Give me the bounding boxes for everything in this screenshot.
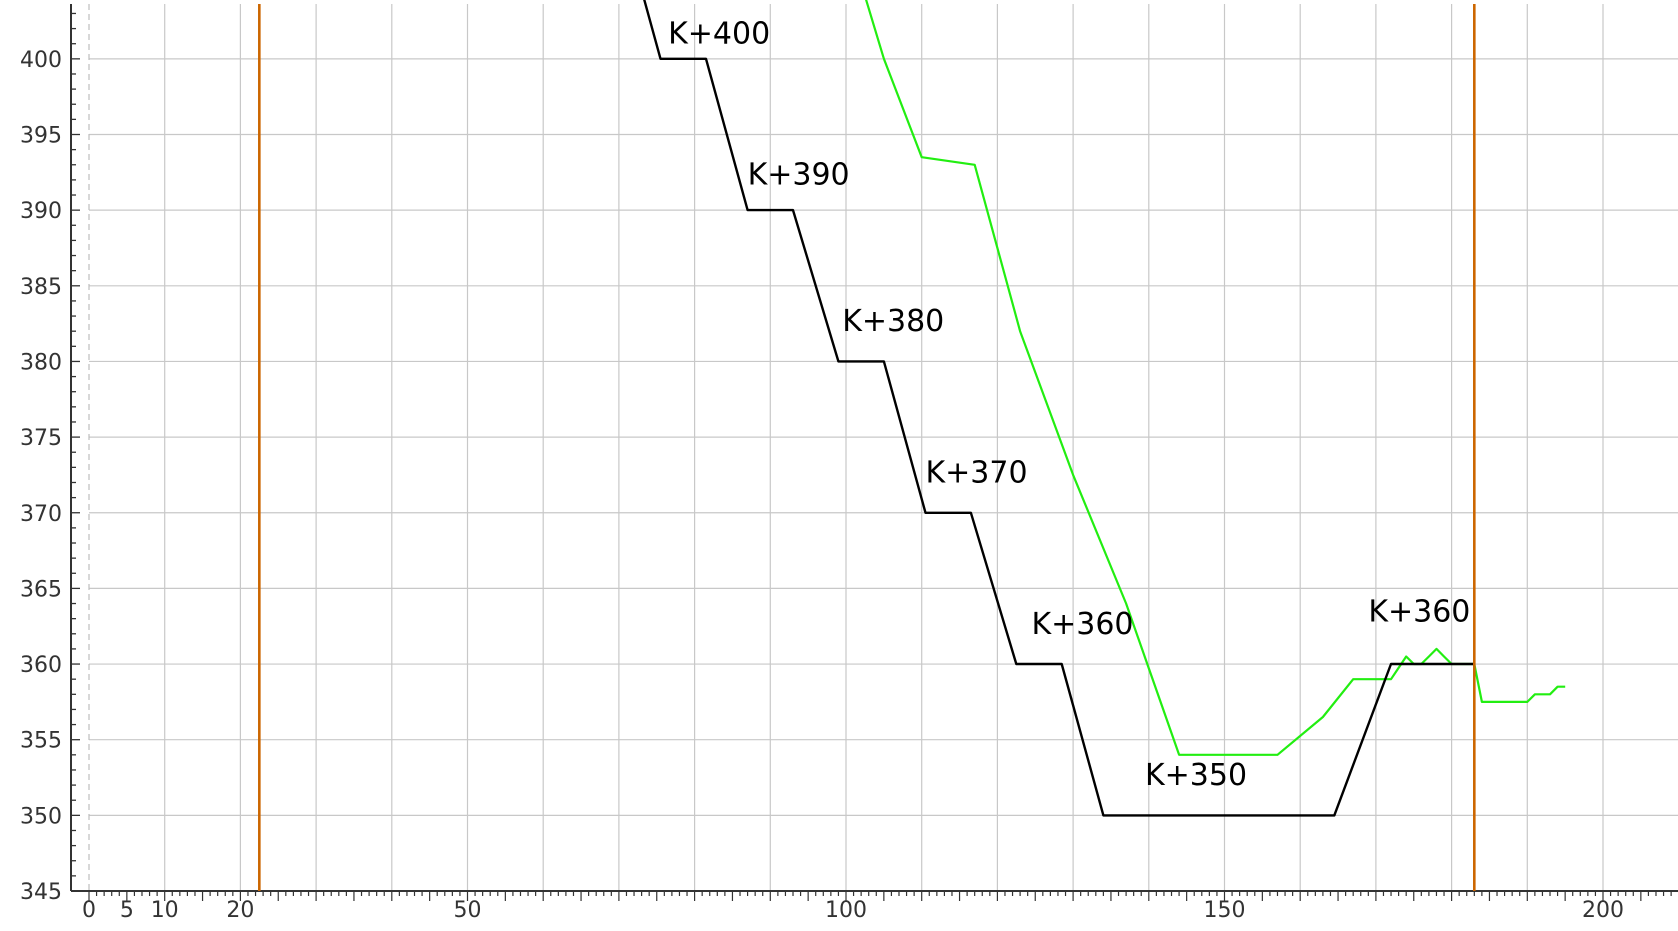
bench-elevation-label: K+360: [1031, 607, 1133, 642]
y-tick-label: 375: [20, 426, 62, 451]
y-tick-label: 370: [20, 502, 62, 527]
y-tick-label: 400: [20, 48, 62, 73]
y-tick-label: 395: [20, 124, 62, 149]
x-tick-label: 100: [825, 898, 867, 923]
y-tick-label: 355: [20, 729, 62, 754]
y-tick-label: 380: [20, 350, 62, 375]
y-tick-label: 385: [20, 275, 62, 300]
x-tick-label: 10: [151, 898, 179, 923]
x-tick-label: 50: [454, 898, 482, 923]
x-tick-label: 150: [1204, 898, 1246, 923]
bench-elevation-label: K+400: [668, 17, 770, 52]
x-tick-label: 20: [226, 898, 254, 923]
grid-lines: [88, 4, 1678, 892]
bench-elevation-label: K+360: [1368, 595, 1470, 630]
y-tick-label: 350: [20, 804, 62, 829]
x-tick-label: 5: [120, 898, 134, 923]
reference-lines: [258, 4, 1476, 891]
y-tick-label: 390: [20, 199, 62, 224]
bench-elevation-label: K+350: [1145, 758, 1247, 793]
terrain-profile-line: [865, 0, 1566, 756]
bench-design-line: [643, 0, 1475, 817]
bench-labels: K+440K+430K+420K+410K+400K+390K+380K+370…: [668, 17, 1470, 793]
x-tick-label: 0: [82, 898, 96, 923]
y-tick-label: 345: [20, 880, 62, 905]
y-tick-label: 365: [20, 577, 62, 602]
series: [643, 0, 1566, 817]
x-tick-label: 200: [1582, 898, 1624, 923]
bench-elevation-label: K+370: [925, 455, 1027, 490]
bench-elevation-label: K+380: [842, 304, 944, 339]
axes: 3453503553603653703753803853903954004054…: [20, 4, 1678, 923]
bench-elevation-label: K+390: [748, 157, 850, 192]
y-tick-label: 360: [20, 653, 62, 678]
